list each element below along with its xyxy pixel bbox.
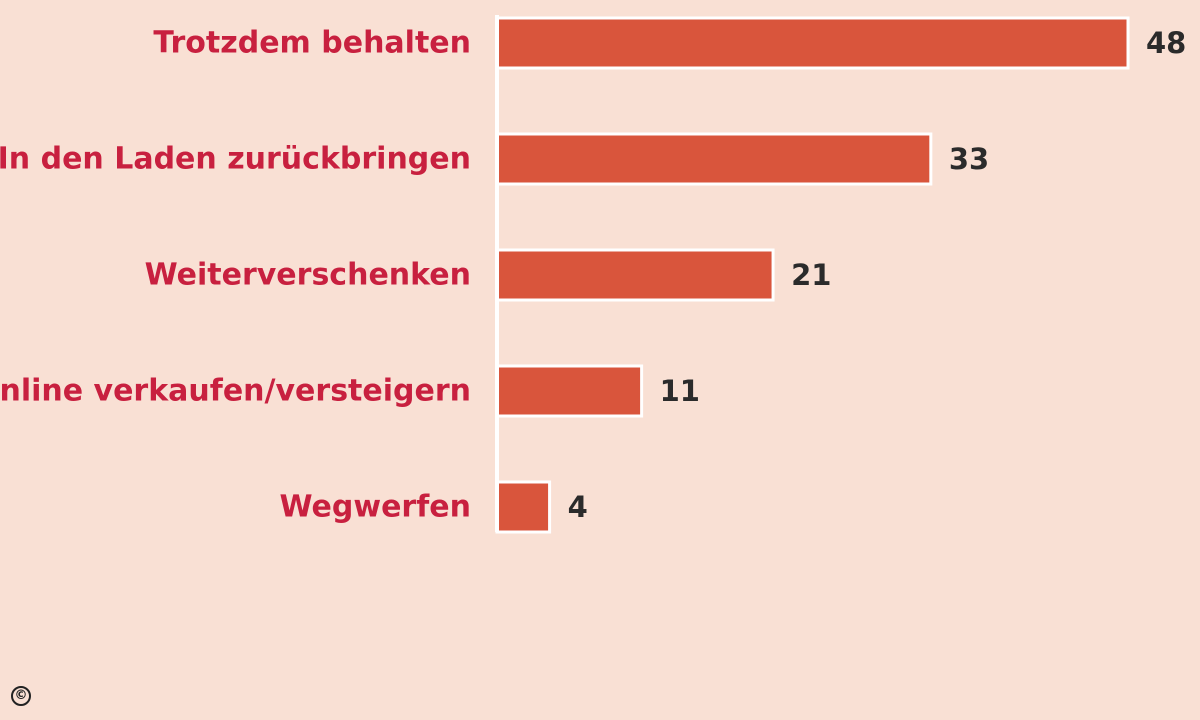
value-label-3: 11 <box>660 374 700 408</box>
labels-layer: Trotzdem behalten 48 In den Laden zurückbr… <box>0 26 1186 525</box>
value-label-1: 33 <box>949 142 989 176</box>
category-label-2: Weiterverschenken <box>145 258 471 293</box>
category-label-0: Trotzdem behalten <box>153 26 471 61</box>
value-label-2: 21 <box>791 258 831 292</box>
bar-0 <box>495 16 1130 70</box>
category-label-3: Online verkaufen/versteigern <box>0 374 471 409</box>
bar-2 <box>495 248 775 302</box>
bar-1 <box>495 132 933 186</box>
bar-4 <box>495 480 552 534</box>
copyright-icon: © <box>11 686 31 706</box>
bar-3 <box>495 364 644 418</box>
category-label-4: Wegwerfen <box>280 490 471 525</box>
bars-layer <box>495 16 1130 534</box>
category-label-1: In den Laden zurückbringen <box>0 142 471 177</box>
value-label-4: 4 <box>568 490 588 524</box>
value-label-0: 48 <box>1146 26 1186 60</box>
